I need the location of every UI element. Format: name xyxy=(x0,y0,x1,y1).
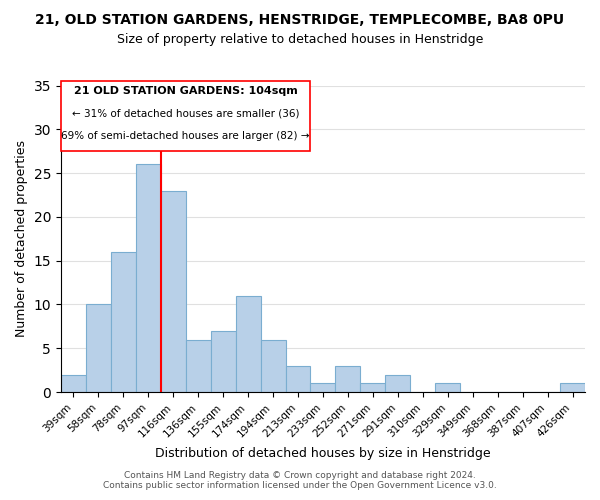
Bar xyxy=(185,340,211,392)
Bar xyxy=(260,340,286,392)
Bar xyxy=(111,252,136,392)
X-axis label: Distribution of detached houses by size in Henstridge: Distribution of detached houses by size … xyxy=(155,447,491,460)
Bar xyxy=(435,384,460,392)
Bar xyxy=(211,331,236,392)
Bar xyxy=(361,384,385,392)
Text: Contains HM Land Registry data © Crown copyright and database right 2024.
Contai: Contains HM Land Registry data © Crown c… xyxy=(103,470,497,490)
Text: 21, OLD STATION GARDENS, HENSTRIDGE, TEMPLECOMBE, BA8 0PU: 21, OLD STATION GARDENS, HENSTRIDGE, TEM… xyxy=(35,12,565,26)
Bar xyxy=(560,384,585,392)
Text: 21 OLD STATION GARDENS: 104sqm: 21 OLD STATION GARDENS: 104sqm xyxy=(74,86,298,96)
Bar xyxy=(385,374,410,392)
Bar xyxy=(286,366,310,392)
Bar xyxy=(236,296,260,392)
Bar xyxy=(86,304,111,392)
Y-axis label: Number of detached properties: Number of detached properties xyxy=(15,140,28,338)
Text: Size of property relative to detached houses in Henstridge: Size of property relative to detached ho… xyxy=(117,32,483,46)
Text: 69% of semi-detached houses are larger (82) →: 69% of semi-detached houses are larger (… xyxy=(61,131,310,141)
Bar xyxy=(335,366,361,392)
Bar xyxy=(61,81,310,151)
Bar xyxy=(136,164,161,392)
Bar xyxy=(61,374,86,392)
Bar xyxy=(310,384,335,392)
Text: ← 31% of detached houses are smaller (36): ← 31% of detached houses are smaller (36… xyxy=(72,108,299,118)
Bar xyxy=(161,190,185,392)
